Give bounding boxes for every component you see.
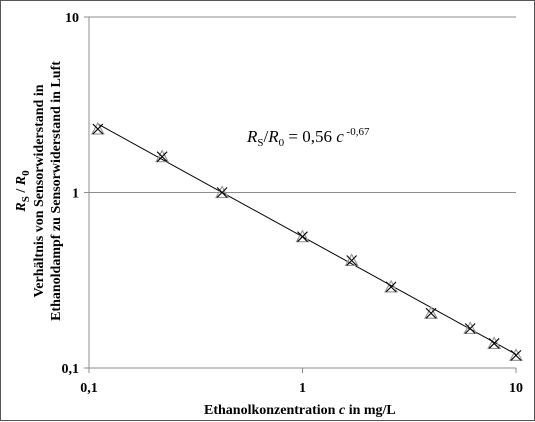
y-axis-title-line1: RS / R0 <box>14 170 32 213</box>
marker-triangle <box>487 336 502 350</box>
data-point <box>90 121 105 135</box>
y-tick-label: 1 <box>72 187 79 202</box>
marker-x <box>510 349 522 361</box>
data-point <box>424 306 439 319</box>
marker-triangle <box>384 279 399 293</box>
marker-triangle <box>90 121 105 135</box>
x-tick-label: 10 <box>509 381 523 396</box>
marker-triangle <box>463 321 478 335</box>
axes <box>84 16 517 373</box>
gridlines <box>89 16 516 193</box>
data-point <box>384 279 399 293</box>
marker-x <box>346 255 358 266</box>
marker-x <box>385 281 397 293</box>
y-tick-label: 10 <box>65 11 79 26</box>
data-point <box>463 321 478 335</box>
marker-triangle <box>508 348 524 361</box>
data-point <box>487 336 502 350</box>
marker-x <box>464 323 476 334</box>
marker-triangle <box>215 185 230 199</box>
marker-triangle <box>424 306 439 319</box>
data-point <box>215 185 230 199</box>
data-points <box>90 121 524 361</box>
data-point <box>508 348 524 361</box>
y-tick-label: 0,1 <box>62 362 80 377</box>
marker-x <box>488 338 500 349</box>
data-point <box>295 229 310 243</box>
marker-x <box>156 151 168 163</box>
marker-x <box>425 307 437 319</box>
y-axis-title: RS / R0 Verhältnis von Sensorwiderstand … <box>14 61 64 321</box>
data-point <box>344 253 359 267</box>
marker-triangle <box>295 229 310 243</box>
y-axis-title-line3: Ethanoldampf zu Sensorwiderstand in Luft <box>49 61 64 321</box>
marker-triangle <box>155 149 170 163</box>
tick-labels: 0,1 1 10 0,1 1 10 <box>62 11 524 396</box>
x-tick-label: 0,1 <box>80 381 98 396</box>
marker-x <box>92 123 104 135</box>
x-tick-label: 1 <box>299 381 306 396</box>
marker-x <box>297 231 308 243</box>
y-axis-title-line2: Verhältnis von Sensorwiderstand in <box>32 84 47 297</box>
fit-equation: RS/R0 = 0,56 c -0,67 <box>246 126 370 149</box>
marker-x <box>216 187 228 198</box>
data-point <box>155 149 170 163</box>
x-axis-title: Ethanolkonzentration c in mg/L <box>180 403 413 418</box>
marker-triangle <box>344 253 359 267</box>
